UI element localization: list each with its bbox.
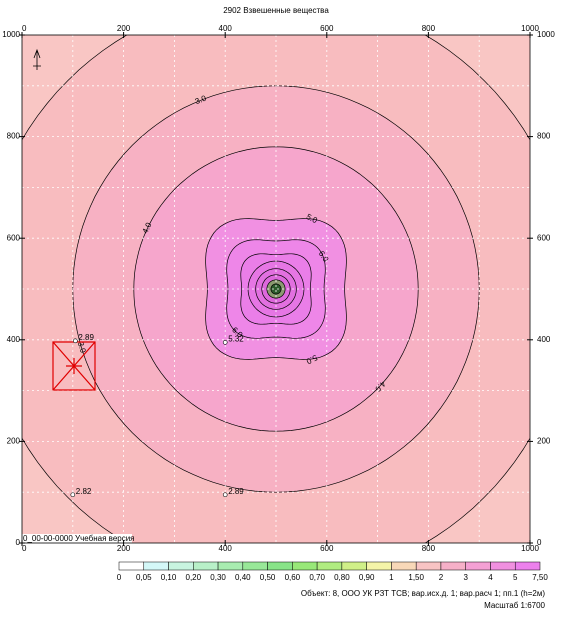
north-arrow: [33, 48, 41, 70]
y-tick-label: 200: [537, 437, 551, 446]
y-tick-label: 800: [537, 132, 551, 141]
y-tick-label: 200: [7, 437, 21, 446]
watermark: 0_00-00-0000 Учебная версия: [23, 534, 135, 543]
legend-label: 0,05: [136, 573, 152, 582]
point: [222, 492, 228, 498]
y-tick-label: 0: [537, 538, 542, 547]
x-tick-label: 0: [22, 24, 27, 33]
point: [73, 338, 78, 344]
legend-label: 0,20: [186, 573, 202, 582]
point: [222, 340, 228, 345]
legend-label: 1: [389, 573, 394, 582]
legend-label: 0,70: [309, 573, 325, 582]
x-tick-label: 800: [422, 544, 436, 553]
legend-swatch: [366, 561, 392, 571]
x-tick-label: 1000: [521, 24, 539, 33]
x-tick-label: 400: [219, 544, 233, 553]
point-label: 2.89: [228, 487, 244, 496]
source-symbol: [52, 341, 96, 391]
legend-label: 0,90: [359, 573, 375, 582]
x-tick-label: 600: [320, 544, 334, 553]
legend-swatch: [242, 561, 268, 571]
x-tick-label: 800: [422, 24, 436, 33]
x-tick-label: 0: [22, 544, 27, 553]
y-tick-label: 1000: [537, 30, 555, 39]
point-label: 5.32: [228, 334, 244, 343]
watermark-bg: [22, 534, 132, 543]
legend-swatch: [193, 561, 219, 571]
plot-area: 3.03.04.04.05.05.06.06.02.892.82 2.895.32…: [22, 35, 530, 543]
legend-label: 3: [463, 573, 468, 582]
legend-swatch: [440, 561, 466, 571]
legend-label: 7,50: [532, 573, 548, 582]
legend-swatch: [168, 561, 194, 571]
point-label: 2.89: [78, 333, 94, 342]
legend-label: 5: [513, 573, 518, 582]
y-tick-label: 400: [7, 335, 21, 344]
x-tick-label: 600: [320, 24, 334, 33]
x-tick-label: 400: [219, 24, 233, 33]
y-tick-label: 1000: [2, 30, 20, 39]
legend-swatch: [217, 561, 244, 571]
y-tick-label: 600: [537, 233, 551, 242]
contour: [270, 283, 282, 295]
legend-label: 2: [439, 573, 444, 582]
y-tick-label: 800: [7, 132, 21, 141]
legend-swatch: [415, 561, 442, 571]
x-tick-label: 200: [117, 544, 131, 553]
legend-label: 0,30: [210, 573, 226, 582]
legend-swatch: [465, 561, 491, 571]
x-tick-label: 200: [117, 24, 131, 33]
y-tick-label: 600: [7, 233, 21, 242]
y-tick-label: 0: [16, 538, 21, 547]
legend-swatch: [490, 561, 516, 571]
x-tick-label: 1000: [521, 544, 539, 553]
plot-frame: [21, 34, 531, 544]
legend-label: 0,60: [285, 573, 301, 582]
legend-swatch: [267, 561, 293, 571]
legend-swatch: [341, 561, 367, 571]
point: [70, 492, 76, 498]
footer-text: Объект: 8, ООО УК РЗТ ТСВ; вар.исх.д. 1;…: [301, 589, 545, 598]
legend-label: 0,50: [260, 573, 276, 582]
contour-label: 4.0: [141, 221, 154, 235]
legend-label: 1,50: [408, 573, 424, 582]
legend-label: 0: [117, 573, 122, 582]
legend-swatch: [514, 561, 541, 571]
contour-label: 3.0: [76, 341, 88, 355]
legend-label: 0,10: [161, 573, 177, 582]
legend-swatch: [118, 561, 145, 571]
contour-label: 3.0: [194, 93, 208, 106]
legend-label: 0,40: [235, 573, 251, 582]
chart-title: 2902 Взвешенные вещества: [223, 6, 329, 15]
legend-swatch: [316, 561, 343, 571]
legend-swatch: [143, 561, 169, 571]
point-label: 2.82: [76, 487, 92, 496]
footer-text: Масштаб 1:6700: [484, 601, 545, 610]
legend-swatch: [292, 561, 318, 571]
legend-swatch: [391, 561, 417, 571]
y-tick-label: 400: [537, 335, 551, 344]
legend-label: 0,80: [334, 573, 350, 582]
legend-label: 4: [488, 573, 493, 582]
